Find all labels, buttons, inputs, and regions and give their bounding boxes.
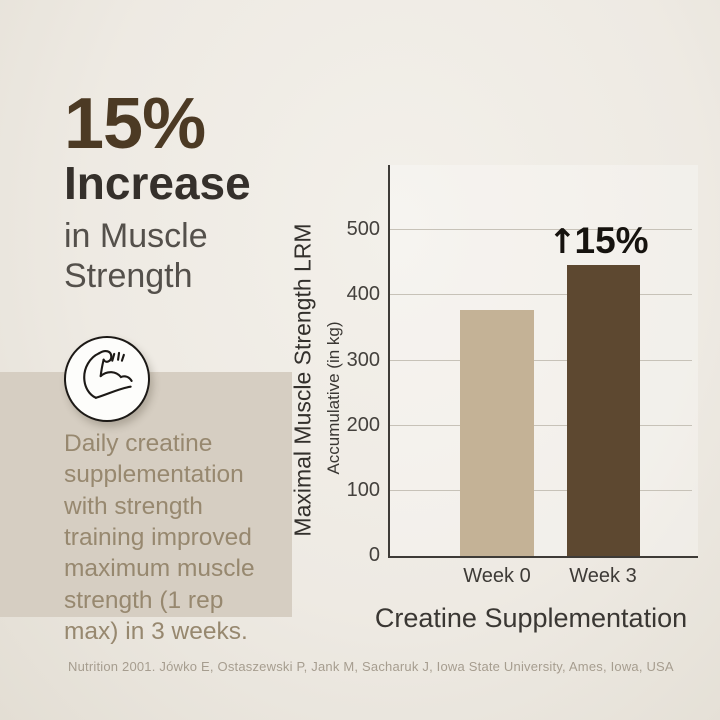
up-arrow-icon: ↑ — [548, 221, 576, 262]
y-tick-label: 400 — [346, 283, 380, 306]
x-tick-label-week-0: Week 0 — [463, 565, 531, 587]
bar-week-3 — [567, 264, 640, 556]
y-axis-subtitle: Accumulative (in kg) — [324, 321, 343, 475]
y-axis-title: Maximal Muscle Strength LRM — [289, 223, 316, 537]
gridline — [390, 424, 692, 426]
y-tick-label: 200 — [346, 413, 380, 436]
y-tick-label: 500 — [346, 218, 380, 241]
bar-week-0 — [460, 310, 534, 556]
increase-annotation: ↑15% — [548, 222, 649, 259]
description-text: Daily creatine supplementation with stre… — [64, 430, 255, 646]
headline-title: Increase — [64, 157, 251, 209]
flexed-bicep-drawing — [83, 350, 133, 399]
x-tick-label-week-3: Week 3 — [569, 565, 637, 587]
increase-annotation-text: 15% — [574, 219, 649, 261]
gridline — [390, 489, 692, 491]
x-axis-title: Creatine Supplementation — [374, 603, 688, 633]
source-citation: Nutrition 2001. Jówko E, Ostaszewski P, … — [68, 659, 674, 674]
gridline — [390, 359, 692, 361]
gridline — [390, 294, 692, 296]
bar-chart: ↑15% Week 0 Week 3 Creatine Supplementat… — [347, 165, 698, 633]
y-tick-label: 100 — [346, 478, 380, 501]
beige-band — [0, 372, 292, 617]
flexed-bicep-icon — [64, 336, 150, 422]
headline-subtitle: in Muscle Strength — [64, 217, 208, 296]
headline-percent: 15% — [64, 84, 206, 164]
gridline — [390, 229, 692, 231]
y-tick-label: 300 — [346, 348, 380, 371]
y-tick-label: 0 — [368, 544, 380, 566]
